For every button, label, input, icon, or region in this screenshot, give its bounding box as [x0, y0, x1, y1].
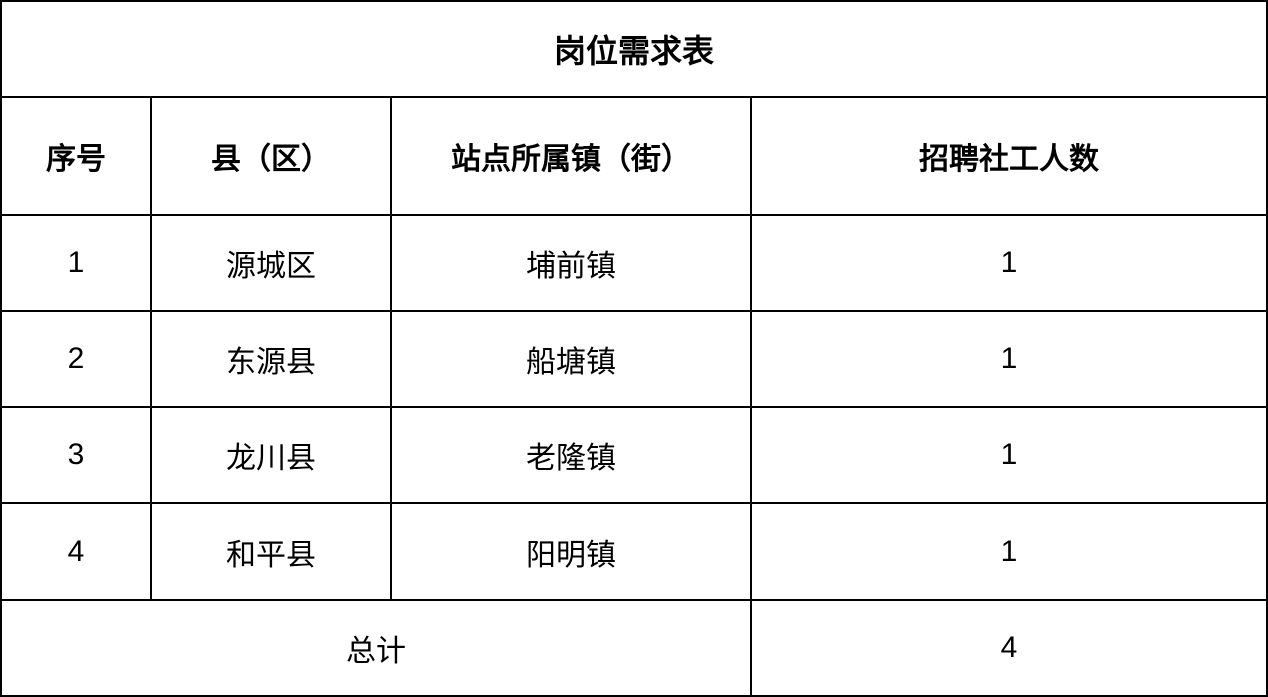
- total-label: 总计: [1, 600, 751, 696]
- cell-index: 4: [1, 503, 151, 599]
- cell-index: 3: [1, 407, 151, 503]
- cell-district: 东源县: [151, 311, 391, 407]
- cell-index: 2: [1, 311, 151, 407]
- cell-index: 1: [1, 215, 151, 311]
- table-title-row: 岗位需求表: [1, 1, 1267, 97]
- cell-district: 和平县: [151, 503, 391, 599]
- cell-town: 老隆镇: [391, 407, 751, 503]
- table-row: 3 龙川县 老隆镇 1: [1, 407, 1267, 503]
- position-demand-table: 岗位需求表 序号 县（区） 站点所属镇（街） 招聘社工人数 1 源城区 埔前镇 …: [0, 0, 1268, 697]
- table-row: 1 源城区 埔前镇 1: [1, 215, 1267, 311]
- cell-count: 1: [751, 311, 1267, 407]
- header-district: 县（区）: [151, 97, 391, 215]
- table-row: 4 和平县 阳明镇 1: [1, 503, 1267, 599]
- total-value: 4: [751, 600, 1267, 696]
- cell-district: 源城区: [151, 215, 391, 311]
- table-header-row: 序号 县（区） 站点所属镇（街） 招聘社工人数: [1, 97, 1267, 215]
- header-count: 招聘社工人数: [751, 97, 1267, 215]
- cell-town: 船塘镇: [391, 311, 751, 407]
- header-town: 站点所属镇（街）: [391, 97, 751, 215]
- cell-district: 龙川县: [151, 407, 391, 503]
- header-index: 序号: [1, 97, 151, 215]
- cell-town: 埔前镇: [391, 215, 751, 311]
- table-title: 岗位需求表: [1, 1, 1267, 97]
- cell-count: 1: [751, 407, 1267, 503]
- cell-town: 阳明镇: [391, 503, 751, 599]
- table-total-row: 总计 4: [1, 600, 1267, 696]
- cell-count: 1: [751, 215, 1267, 311]
- cell-count: 1: [751, 503, 1267, 599]
- table-row: 2 东源县 船塘镇 1: [1, 311, 1267, 407]
